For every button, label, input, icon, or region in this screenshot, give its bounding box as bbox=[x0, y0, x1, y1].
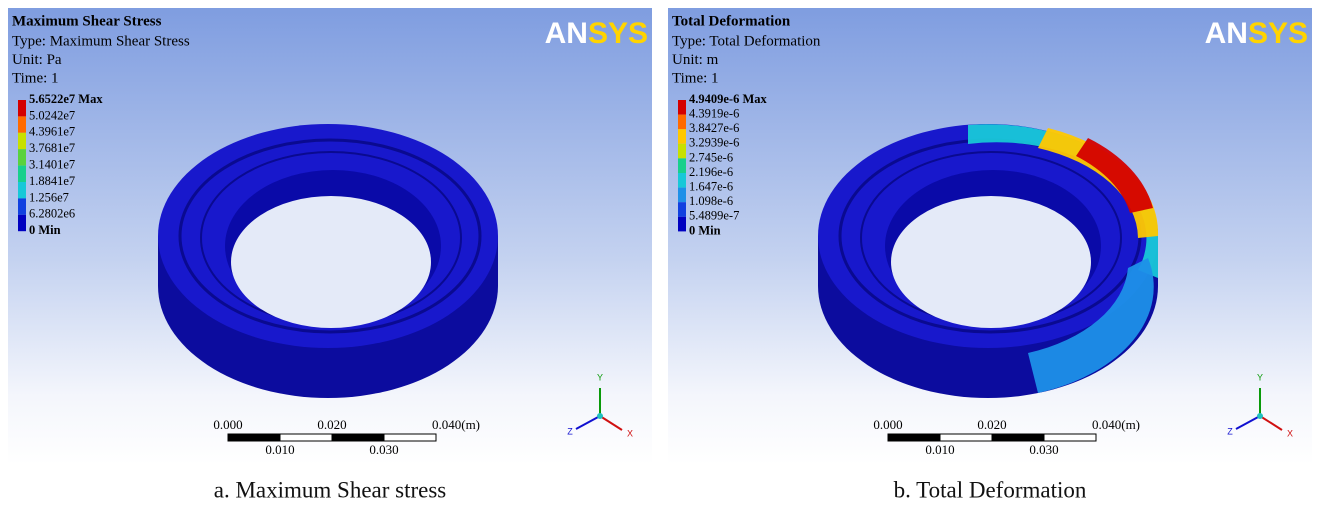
result-panel: Total Deformation Type: Total Deformation… bbox=[668, 8, 1312, 465]
legend-color bbox=[678, 216, 686, 232]
deformation-zone bbox=[1038, 128, 1159, 238]
scale-label: 0.040(m) bbox=[1092, 417, 1140, 432]
legend-label: 1.098e-6 bbox=[689, 194, 733, 208]
scale-label: 0.040(m) bbox=[432, 417, 480, 432]
legend-color bbox=[678, 173, 686, 188]
axis-z bbox=[575, 415, 601, 430]
legend-label: 0 Min bbox=[689, 223, 721, 237]
caption: b. Total Deformation bbox=[894, 477, 1087, 502]
scale-label: 0.000 bbox=[873, 417, 902, 432]
legend-label: 4.3961e7 bbox=[29, 125, 75, 139]
axis-x bbox=[599, 415, 623, 431]
result-info: Time: 1 bbox=[12, 70, 59, 86]
legend-color bbox=[18, 100, 26, 117]
legend-color bbox=[18, 198, 26, 215]
legend-color bbox=[678, 187, 686, 203]
scale-label: 0.010 bbox=[925, 442, 954, 457]
logo-part: AN bbox=[1205, 17, 1248, 50]
result-info: Type: Maximum Shear Stress bbox=[12, 33, 190, 49]
legend-color bbox=[678, 114, 686, 130]
legend-color bbox=[18, 165, 26, 182]
ansys-logo: ANSYS bbox=[1205, 17, 1308, 50]
legend-label: 5.0242e7 bbox=[29, 108, 75, 122]
legend-label: 5.6522e7 Max bbox=[29, 92, 103, 106]
result-info: Unit: m bbox=[672, 52, 719, 68]
bore bbox=[891, 196, 1091, 328]
axis-z bbox=[1235, 415, 1261, 430]
legend-color bbox=[18, 214, 26, 232]
caption: a. Maximum Shear stress bbox=[214, 477, 447, 502]
scale-label: 0.000 bbox=[213, 417, 242, 432]
legend-color bbox=[18, 149, 26, 166]
scale-segment bbox=[279, 433, 333, 442]
legend-color bbox=[678, 158, 686, 173]
scale-segment bbox=[991, 433, 1045, 442]
legend-label: 0 Min bbox=[29, 223, 61, 237]
result-panel: Maximum Shear Stress Type: Maximum Shear … bbox=[8, 8, 652, 465]
axis-label: Y bbox=[597, 372, 603, 382]
scale-segment bbox=[887, 433, 941, 442]
scale-label: 0.010 bbox=[265, 442, 294, 457]
deformation-zone bbox=[1076, 138, 1153, 213]
result-title: Maximum Shear Stress bbox=[12, 13, 162, 29]
legend-label: 6.2802e6 bbox=[29, 207, 75, 221]
bore bbox=[231, 196, 431, 328]
legend-color bbox=[678, 100, 686, 115]
legend-label: 3.7681e7 bbox=[29, 141, 75, 155]
scale-label: 0.020 bbox=[317, 417, 346, 432]
groove bbox=[178, 138, 482, 334]
scale-segment bbox=[331, 433, 385, 442]
legend-label: 3.1401e7 bbox=[29, 157, 75, 171]
axis-origin bbox=[597, 413, 603, 419]
legend-color bbox=[678, 202, 686, 217]
scale-segment bbox=[383, 433, 437, 442]
result-title: Total Deformation bbox=[672, 13, 791, 29]
legend-label: 4.3919e-6 bbox=[689, 106, 739, 120]
legend-color bbox=[18, 116, 26, 133]
legend-label: 3.8427e-6 bbox=[689, 121, 739, 135]
scale-segment bbox=[1043, 433, 1097, 442]
result-info: Unit: Pa bbox=[12, 52, 62, 68]
axis-label: Z bbox=[567, 426, 573, 436]
axis-label: Y bbox=[1257, 372, 1263, 382]
axis-label: X bbox=[1287, 428, 1293, 438]
axis-x bbox=[1259, 415, 1283, 431]
logo-part: AN bbox=[545, 17, 588, 50]
axis-origin bbox=[1257, 413, 1263, 419]
logo-part: SYS bbox=[1248, 17, 1308, 50]
result-info: Time: 1 bbox=[672, 70, 719, 86]
scale-label: 0.030 bbox=[369, 442, 398, 457]
bearing-model bbox=[818, 124, 1159, 398]
legend-label: 1.256e7 bbox=[29, 190, 69, 204]
logo-part: SYS bbox=[588, 17, 648, 50]
axis-label: X bbox=[627, 428, 633, 438]
result-info: Type: Total Deformation bbox=[672, 33, 821, 49]
bearing-model bbox=[158, 124, 498, 398]
legend-label: 1.8841e7 bbox=[29, 174, 75, 188]
deformation-zone bbox=[1028, 258, 1154, 393]
legend-label: 2.196e-6 bbox=[689, 165, 733, 179]
axis-label: Z bbox=[1227, 426, 1233, 436]
legend-label: 5.4899e-7 bbox=[689, 209, 739, 223]
scale-label: 0.020 bbox=[977, 417, 1006, 432]
legend-label: 4.9409e-6 Max bbox=[689, 92, 768, 106]
legend-label: 1.647e-6 bbox=[689, 179, 733, 193]
legend-color bbox=[678, 143, 686, 159]
scale-segment bbox=[939, 433, 993, 442]
scale-label: 0.030 bbox=[1029, 442, 1058, 457]
legend-color bbox=[18, 182, 26, 199]
scale-segment bbox=[227, 433, 281, 442]
legend-color bbox=[678, 129, 686, 144]
legend-label: 2.745e-6 bbox=[689, 150, 733, 164]
legend-label: 3.2939e-6 bbox=[689, 136, 739, 150]
legend-color bbox=[18, 132, 26, 150]
ansys-logo: ANSYS bbox=[545, 17, 648, 50]
